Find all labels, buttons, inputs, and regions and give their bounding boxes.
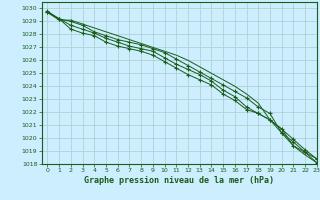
- X-axis label: Graphe pression niveau de la mer (hPa): Graphe pression niveau de la mer (hPa): [84, 176, 274, 185]
